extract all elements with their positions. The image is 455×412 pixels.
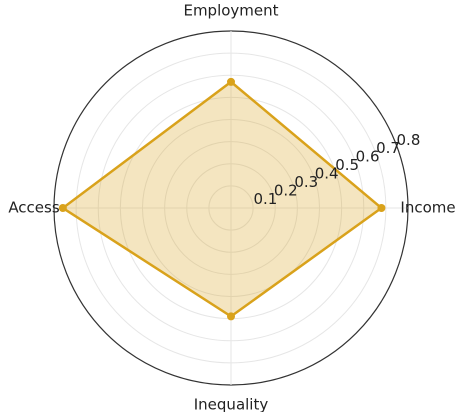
category-label: Inequality	[194, 396, 269, 412]
r-tick-label: 0.7	[376, 139, 400, 157]
category-label: Income	[400, 199, 455, 217]
r-tick-label: 0.8	[397, 131, 421, 149]
category-label: Access	[8, 199, 60, 217]
category-label: Employment	[183, 2, 278, 20]
r-tick-label: 0.3	[294, 173, 318, 191]
r-tick-label: 0.1	[253, 190, 277, 208]
r-tick-label: 0.6	[356, 148, 380, 166]
radar-area	[60, 80, 384, 318]
radar-point	[377, 204, 386, 212]
radar-point	[227, 77, 235, 86]
radar-point	[227, 312, 235, 321]
r-tick-label: 0.2	[274, 182, 298, 200]
r-tick-label: 0.5	[335, 156, 359, 174]
r-tick-label: 0.4	[315, 165, 339, 183]
radar-point	[58, 204, 67, 212]
